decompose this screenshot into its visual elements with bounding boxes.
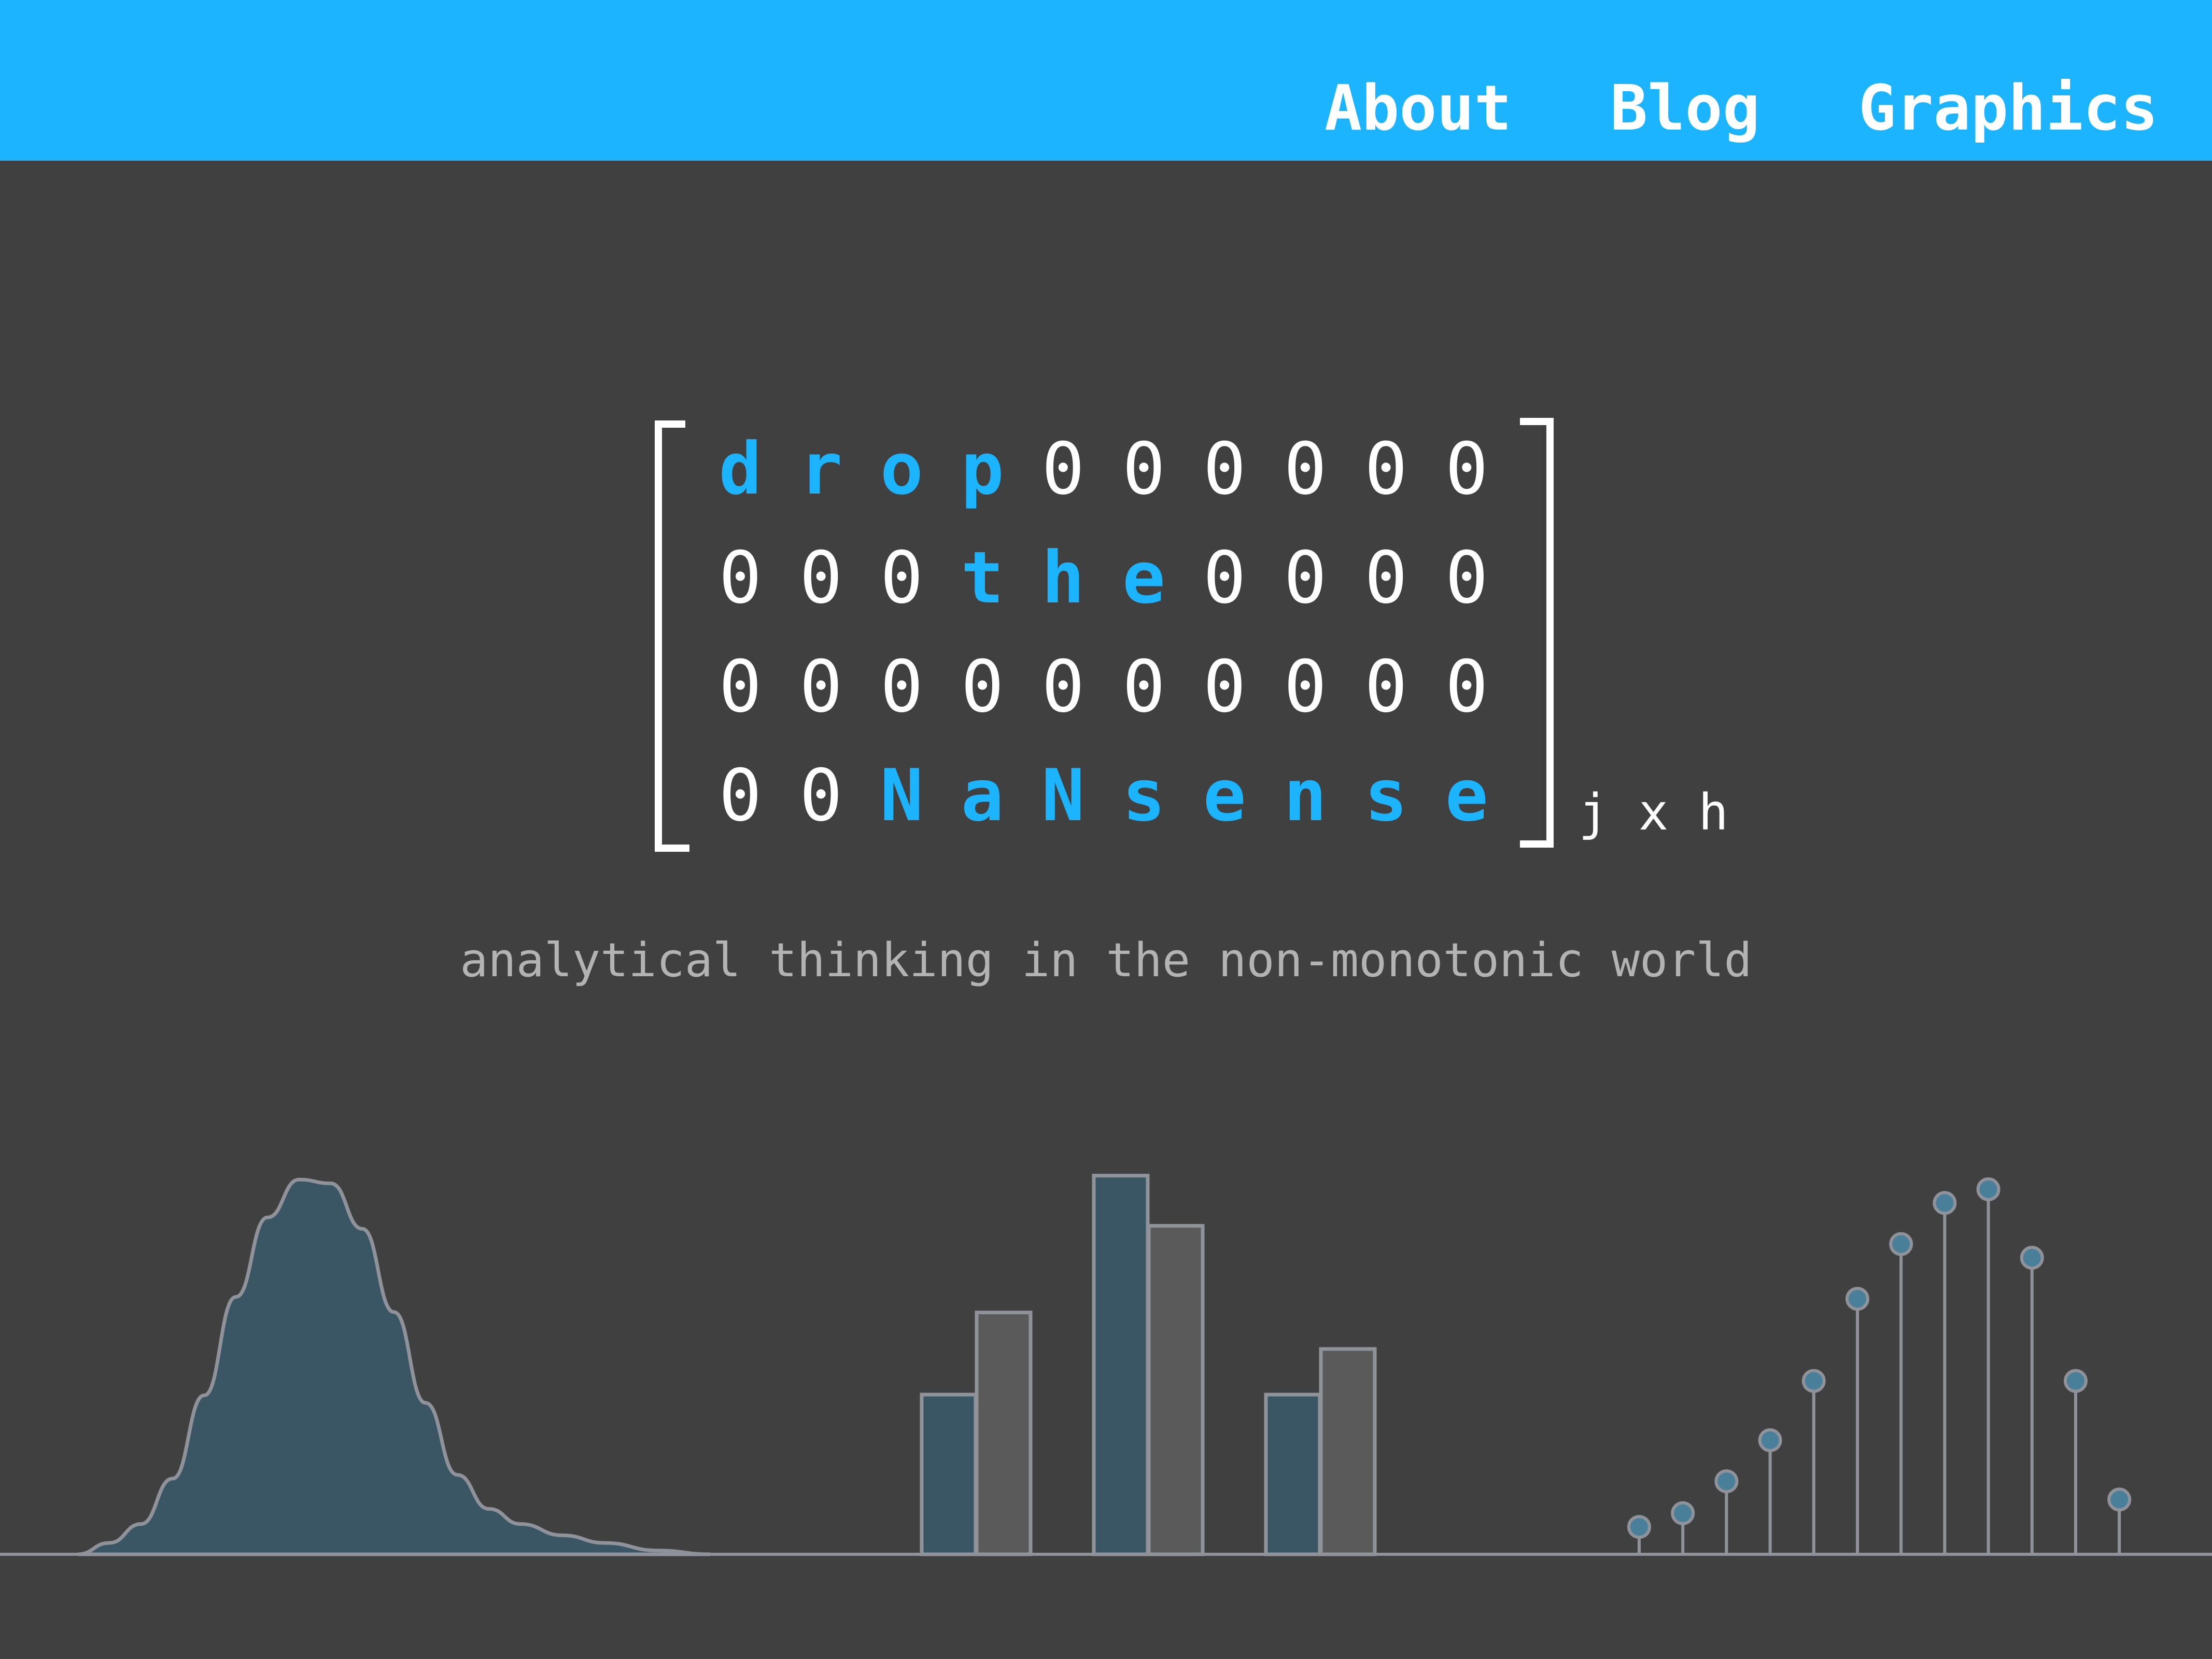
- nav-graphics-link[interactable]: Graphics: [1858, 73, 2158, 145]
- matrix-cell: 0: [1364, 536, 1407, 620]
- matrix-cell: 0: [799, 754, 842, 837]
- logo-subscript: j x h: [1579, 783, 1728, 841]
- stem-dot: [1933, 1191, 1957, 1215]
- matrix-cell: e: [1203, 754, 1246, 837]
- matrix-cell: e: [1122, 536, 1165, 620]
- matrix-cell: N: [1041, 754, 1084, 837]
- nav-blog-link[interactable]: Blog: [1610, 73, 1760, 145]
- matrix-cell: 0: [1203, 645, 1246, 728]
- matrix-cell: 0: [1284, 427, 1327, 511]
- right-bracket-icon: [1520, 418, 1554, 848]
- matrix-cell: 0: [1041, 645, 1084, 728]
- bar-gray: [1319, 1347, 1377, 1556]
- matrix-cell: 0: [1284, 645, 1327, 728]
- stem-dot: [1758, 1428, 1782, 1452]
- matrix-cell: 0: [718, 754, 762, 837]
- matrix-cell: 0: [961, 645, 1004, 728]
- matrix-cell: a: [961, 754, 1004, 837]
- matrix-cell: 0: [1122, 427, 1165, 511]
- density-area: [77, 1177, 711, 1556]
- matrix-cell: 0: [880, 645, 923, 728]
- bar-blue: [1092, 1174, 1150, 1556]
- matrix-cell: 0: [1445, 645, 1488, 728]
- stem-dot: [1801, 1369, 1826, 1393]
- matrix-cell: s: [1122, 754, 1165, 837]
- matrix-cell: e: [1445, 754, 1488, 837]
- stem-dot: [1627, 1515, 1651, 1539]
- top-bar: About Blog Graphics: [0, 0, 2212, 161]
- tagline: analytical thinking in the non-monotonic…: [460, 933, 1752, 988]
- stem-plot: [1627, 1177, 2132, 1554]
- matrix-cell: 0: [1364, 427, 1407, 511]
- matrix-cell: h: [1041, 536, 1084, 620]
- paired-bars: [920, 1174, 1377, 1556]
- main-nav: About Blog Graphics: [1325, 73, 2158, 145]
- stem-dot: [1671, 1501, 1695, 1525]
- bar-gray: [975, 1311, 1033, 1556]
- matrix-cell: p: [961, 427, 1004, 511]
- matrix-cell: 0: [880, 536, 923, 620]
- matrix-cell: N: [880, 754, 923, 837]
- matrix-cell: 0: [1284, 536, 1327, 620]
- matrix-cell: 0: [1445, 427, 1488, 511]
- bar-gray: [1147, 1224, 1205, 1556]
- matrix-cell: 0: [718, 536, 762, 620]
- matrix-cell: 0: [1445, 536, 1488, 620]
- matrix-cell: 0: [799, 645, 842, 728]
- stem-dot: [2107, 1487, 2132, 1512]
- matrix-cell: r: [799, 427, 842, 511]
- matrix-cell: s: [1364, 754, 1407, 837]
- density-curve: [77, 1177, 711, 1556]
- matrix-cell: 0: [718, 645, 762, 728]
- stem-dot: [1889, 1232, 1913, 1256]
- matrix-cell: 0: [1364, 645, 1407, 728]
- matrix-cell: t: [961, 536, 1004, 620]
- stem-dot: [1714, 1469, 1739, 1494]
- matrix-cell: 0: [1203, 427, 1246, 511]
- stem-dot: [1976, 1177, 2000, 1201]
- matrix-cell: 0: [1203, 536, 1246, 620]
- bar-blue: [920, 1393, 978, 1556]
- nav-about-link[interactable]: About: [1324, 73, 1512, 145]
- left-bracket-icon: [655, 420, 689, 852]
- stem-dot: [2064, 1369, 2088, 1393]
- matrix-cell: 0: [1041, 427, 1084, 511]
- bar-blue: [1264, 1393, 1322, 1556]
- matrix-cell: 0: [799, 536, 842, 620]
- stem-dot: [2020, 1246, 2044, 1270]
- matrix-cell: n: [1284, 754, 1327, 837]
- stem-dot: [1845, 1287, 1869, 1311]
- matrix-cell: 0: [1122, 645, 1165, 728]
- matrix-cell: o: [880, 427, 923, 511]
- matrix-cell: d: [718, 427, 762, 511]
